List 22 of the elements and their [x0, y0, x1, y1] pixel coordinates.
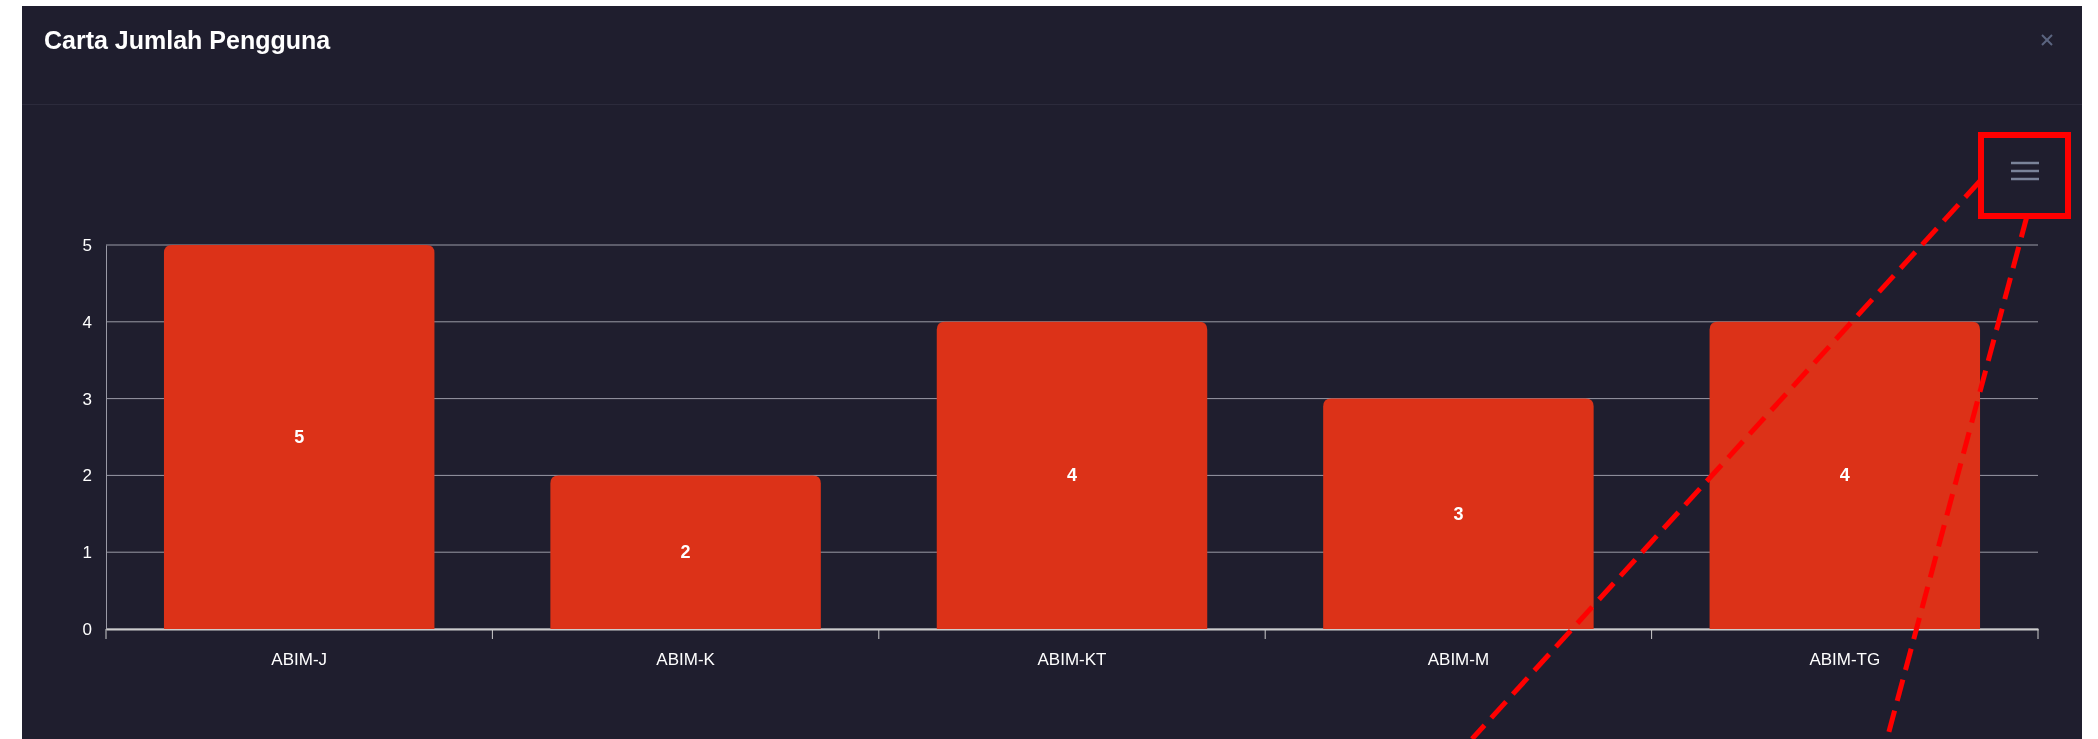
y-tick-label: 2 — [82, 466, 92, 486]
y-tick-label: 0 — [82, 619, 92, 639]
bar — [550, 475, 821, 629]
y-tick-label: 1 — [82, 543, 92, 563]
y-tick-label: 4 — [82, 312, 92, 332]
x-tick-label: ABIM-K — [656, 650, 716, 670]
bar — [1323, 398, 1594, 629]
bar — [1709, 321, 1981, 629]
x-tick-label: ABIM-J — [271, 650, 328, 670]
x-tick-label: ABIM-M — [1427, 650, 1490, 670]
data-label: 4 — [1066, 465, 1078, 486]
chart-title: Carta Jumlah Pengguna — [44, 26, 332, 54]
bar — [163, 245, 435, 629]
y-tick-label: 3 — [82, 389, 92, 409]
y-tick-label: 5 — [82, 235, 92, 255]
x-tick-label: ABIM-KT — [1037, 650, 1107, 670]
data-label: 5 — [294, 427, 305, 447]
x-tick-label: ABIM-TG — [1809, 650, 1881, 670]
bar — [936, 321, 1208, 629]
data-label: 2 — [680, 542, 691, 563]
data-label: 3 — [1453, 503, 1464, 524]
data-label: 4 — [1839, 465, 1850, 486]
